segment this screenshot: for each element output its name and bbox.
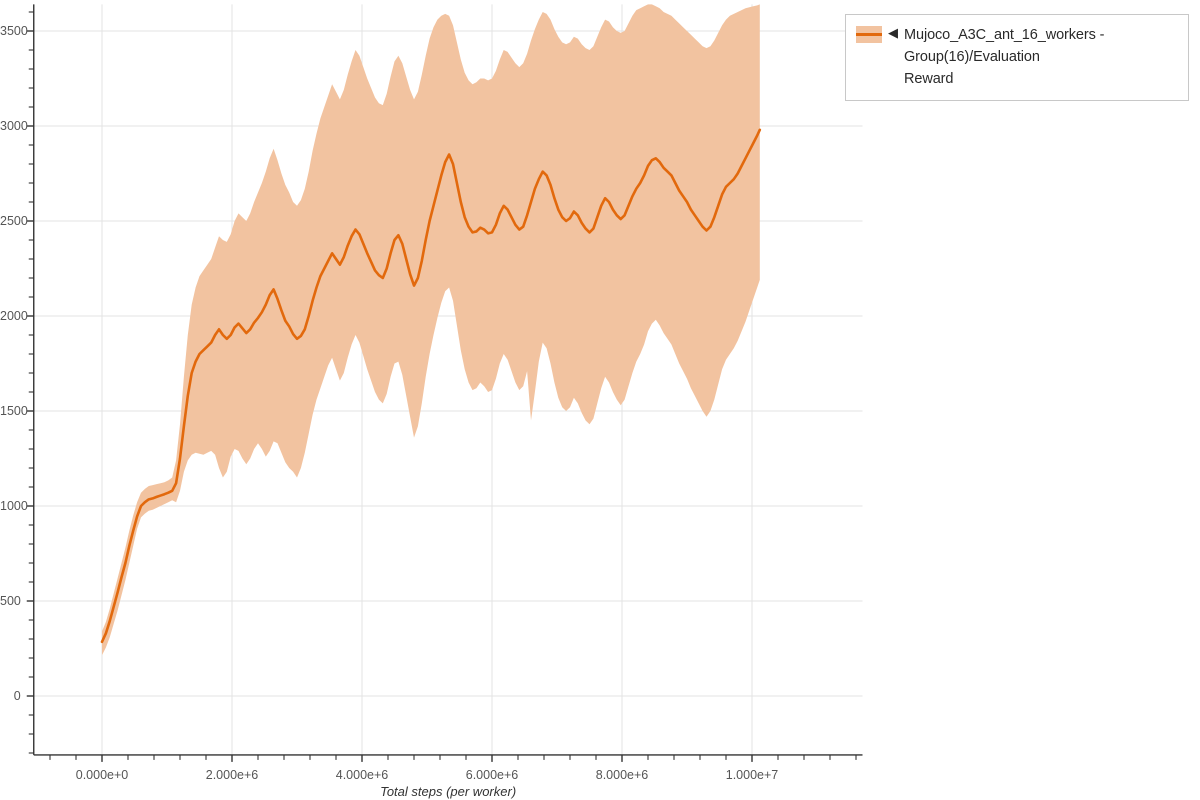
x-axis-tick-label: 8.000e+6 — [595, 767, 649, 782]
axis-ticks — [26, 11, 857, 762]
y-axis-tick-label: 3000 — [0, 119, 28, 133]
y-axis-tick-label: 3500 — [0, 24, 28, 38]
confidence-band — [102, 4, 760, 656]
x-axis-tick-label: 0.000e+0 — [75, 767, 129, 782]
chart-legend[interactable]: ◀ Mujoco_A3C_ant_16_workers - Group(16)/… — [845, 14, 1189, 101]
x-axis-tick-label: 6.000e+6 — [465, 767, 519, 782]
series-confidence-band — [102, 4, 760, 656]
legend-triangle-icon: ◀ — [888, 25, 898, 40]
x-axis-title: Total steps (per worker) — [380, 784, 517, 799]
legend-color-swatch — [856, 26, 882, 43]
x-axis-tick-label: 4.000e+6 — [335, 767, 389, 782]
x-axis-tick-label: 2.000e+6 — [205, 767, 259, 782]
y-axis-tick-label: 2500 — [0, 214, 28, 228]
series-mean-line — [100, 128, 762, 644]
legend-item[interactable]: ◀ Mujoco_A3C_ant_16_workers - Group(16)/… — [856, 24, 1178, 90]
axis-lines — [33, 4, 863, 756]
y-axis-tick-label: 500 — [0, 594, 21, 608]
y-axis-tick-label: 0 — [13, 689, 21, 703]
legend-line-swatch — [856, 33, 882, 36]
y-axis-tick-label: 1000 — [0, 499, 28, 513]
mean-line — [100, 128, 762, 644]
y-axis-tick-label: 2000 — [0, 309, 28, 323]
y-axis-tick-label: 1500 — [0, 404, 28, 418]
x-axis-tick-label: 1.000e+7 — [725, 767, 779, 782]
legend-item-label: Mujoco_A3C_ant_16_workers - Group(16)/Ev… — [904, 27, 1105, 87]
